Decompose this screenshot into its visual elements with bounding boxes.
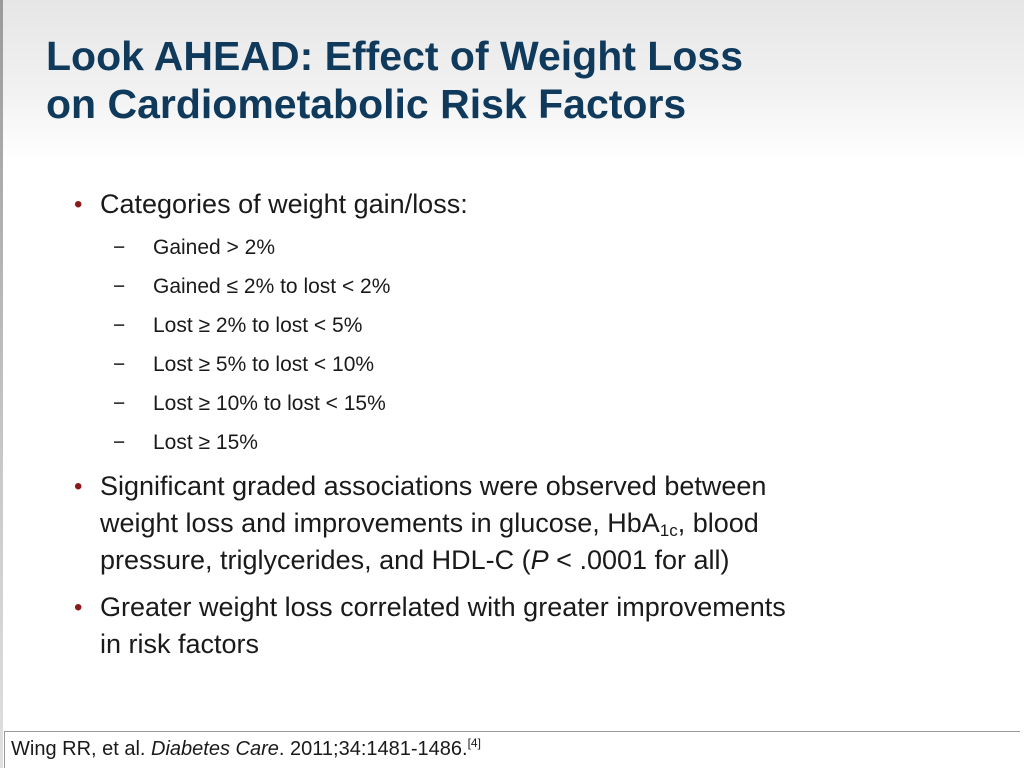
sub-item: − Gained > 2% [113,235,276,261]
bullet-text-line: weight loss and improvements in glucose,… [100,505,960,542]
citation-journal: Diabetes Care [151,738,279,760]
bullet-text: Categories of weight gain/loss: [100,189,468,219]
sub-item: − Lost ≥ 15% [113,430,258,456]
bullet-text-line: Greater weight loss correlated with grea… [100,592,786,622]
sub-item: − Lost ≥ 2% to lost < 5% [113,313,363,339]
bullet-correlation: • Greater weight loss correlated with gr… [74,589,960,663]
sub-item: − Gained ≤ 2% to lost < 2% [113,274,391,300]
bullet-text-line: in risk factors [100,629,260,659]
title-line-2: on Cardiometabolic Risk Factors [46,81,687,127]
sub-item-text: Gained > 2% [153,236,276,259]
bullet-marker: • [74,594,83,621]
sub-marker: − [113,314,126,337]
citation-details: . 2011;34:1481-1486. [278,738,468,760]
sub-marker: − [113,392,126,415]
bullet-associations: • Significant graded associations were o… [74,468,960,579]
slide-title: Look AHEAD: Effect of Weight Loss on Car… [46,32,1006,128]
bullet-marker: • [74,473,83,500]
sub-marker: − [113,431,126,454]
bullet-marker: • [74,191,83,218]
text-run: , blood [677,508,759,538]
sub-item: − Lost ≥ 5% to lost < 10% [113,352,375,378]
sub-item: − Lost ≥ 10% to lost < 15% [113,391,386,417]
italic-p: P [530,545,549,575]
sub-item-text: Lost ≥ 2% to lost < 5% [153,314,363,337]
sub-marker: − [113,353,126,376]
title-line-1: Look AHEAD: Effect of Weight Loss [46,33,743,79]
sub-item-text: Lost ≥ 15% [153,431,258,454]
text-run: weight loss and improvements in glucose,… [100,508,660,538]
text-run: pressure, triglycerides, and HDL-C ( [100,545,531,575]
subscript: 1c [659,521,678,540]
text-run: < .0001 for all) [548,545,730,575]
bullet-text-line: pressure, triglycerides, and HDL-C (P < … [100,542,960,579]
title-band [0,0,1024,160]
sub-marker: − [113,275,126,298]
sub-item-text: Lost ≥ 5% to lost < 10% [153,353,375,376]
sub-item-text: Gained ≤ 2% to lost < 2% [153,275,391,298]
citation-ref: [4] [467,736,481,750]
sub-marker: − [113,236,126,259]
bullet-categories: • Categories of weight gain/loss: [74,186,960,223]
sub-item-text: Lost ≥ 10% to lost < 15% [153,392,386,415]
citation-authors: Wing RR, et al. [11,738,152,760]
bullet-text-line: Significant graded associations were obs… [100,471,767,501]
citation: Wing RR, et al. Diabetes Care. 2011;34:1… [4,731,1020,768]
left-rule [0,0,3,768]
